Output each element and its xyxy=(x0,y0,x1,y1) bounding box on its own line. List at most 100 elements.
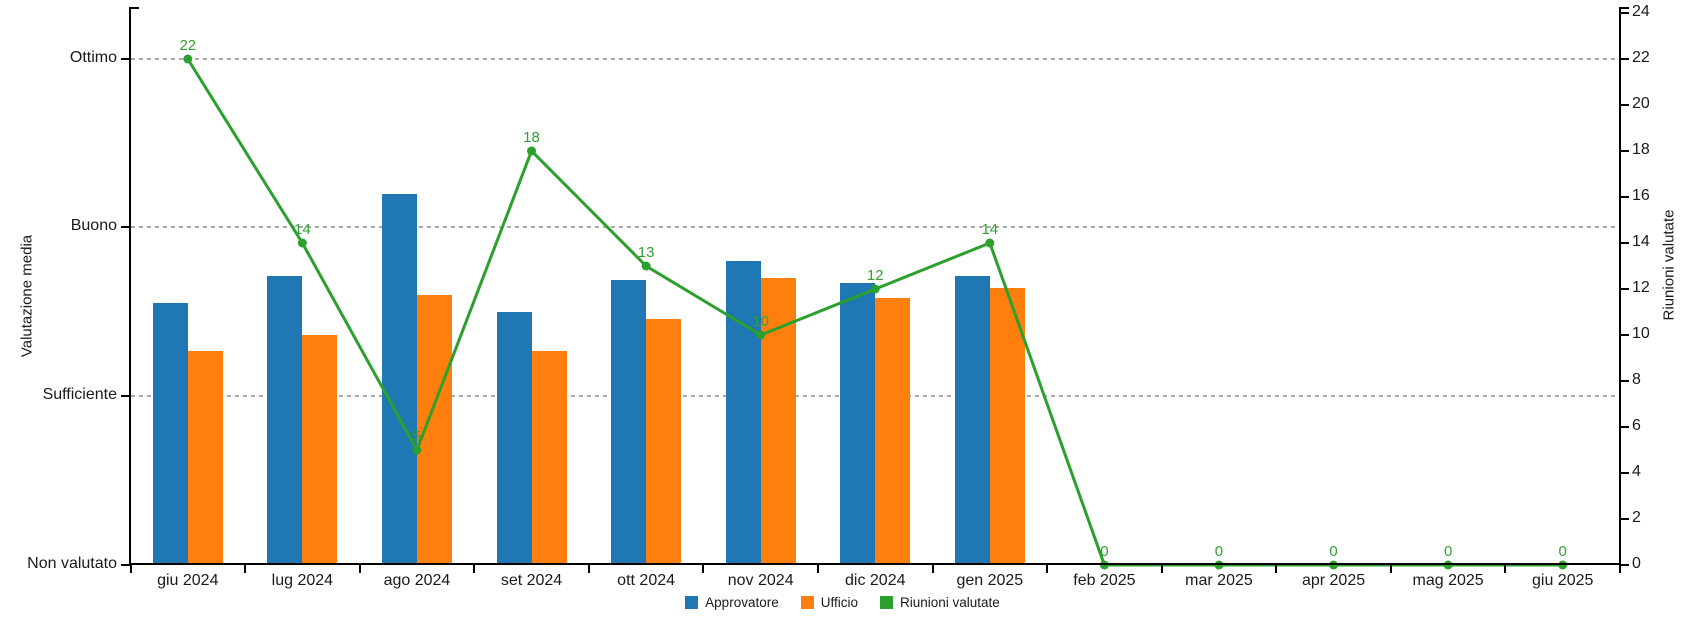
left-axis-line xyxy=(129,7,131,566)
x-axis-category-label: ago 2024 xyxy=(383,572,451,589)
x-axis-category-label: feb 2025 xyxy=(1073,572,1136,589)
line-marker-icon xyxy=(985,238,995,248)
right-axis-tick xyxy=(1621,564,1629,566)
legend-swatch-orange-icon xyxy=(800,596,814,609)
x-axis-tick xyxy=(931,565,934,573)
right-axis-tick xyxy=(1621,426,1629,428)
line-data-label: 18 xyxy=(523,129,540,146)
bar-approvatore xyxy=(381,193,417,565)
x-axis-tick xyxy=(1275,565,1278,573)
line-data-label: 13 xyxy=(637,244,655,261)
x-axis-tick xyxy=(816,565,819,573)
line-data-label: 22 xyxy=(179,37,197,54)
x-axis-category-label: nov 2024 xyxy=(727,572,794,589)
x-axis-tick xyxy=(587,565,590,573)
legend-label: Riunioni valutate xyxy=(899,595,1000,610)
x-axis-category-label: apr 2025 xyxy=(1301,572,1366,589)
x-axis-tick xyxy=(244,565,247,573)
bar-approvatore xyxy=(496,311,532,565)
x-axis-tick xyxy=(1160,565,1163,573)
x-axis-tick xyxy=(129,565,132,573)
right-axis-tick xyxy=(1621,242,1629,244)
left-axis-tick-label: Ottimo xyxy=(69,48,117,66)
x-axis-tick xyxy=(702,565,705,573)
line-data-label: 0 xyxy=(1100,543,1109,560)
legend-item-riunioni-valutate: Riunioni valutate xyxy=(879,595,1000,610)
x-axis-category-label: dic 2024 xyxy=(845,572,906,589)
line-marker-icon xyxy=(527,146,537,156)
left-axis-title: Valutazione media xyxy=(18,234,36,358)
legend-swatch-green-icon xyxy=(879,596,893,609)
legend-item-approvatore: Approvatore xyxy=(685,595,779,610)
bar-approvatore xyxy=(840,283,876,565)
bar-approvatore xyxy=(611,279,647,565)
x-axis-category-label: gen 2025 xyxy=(956,572,1024,589)
bar-ufficio xyxy=(989,288,1025,565)
gridline xyxy=(130,57,1620,60)
x-axis-tick xyxy=(1619,565,1621,573)
x-axis-tick xyxy=(1389,565,1392,573)
right-axis-tick-label: 20 xyxy=(1632,95,1650,112)
right-axis-tick-label: 8 xyxy=(1632,371,1641,388)
bar-ufficio xyxy=(531,350,567,565)
line-data-label: 12 xyxy=(866,267,884,284)
line-data-label: 10 xyxy=(752,313,770,330)
right-axis-tick xyxy=(1621,104,1629,106)
x-axis-category-label: giu 2025 xyxy=(1532,572,1594,589)
right-axis-tick xyxy=(1621,12,1629,14)
x-axis-category-label: set 2024 xyxy=(500,572,563,589)
line-data-label: 0 xyxy=(1443,543,1453,560)
x-axis-tick xyxy=(1046,565,1049,573)
right-axis-top-cap xyxy=(1619,7,1629,9)
left-axis-tick xyxy=(121,226,130,229)
line-marker-icon xyxy=(1099,560,1109,570)
right-axis-tick xyxy=(1621,150,1629,152)
left-axis-tick-label: Non valutato xyxy=(27,555,117,572)
x-axis-tick xyxy=(358,565,361,573)
right-axis-tick-label: 2 xyxy=(1632,509,1641,526)
right-axis-tick-label: 0 xyxy=(1632,555,1641,572)
bar-ufficio xyxy=(187,350,223,565)
x-axis-category-label: giu 2024 xyxy=(157,572,219,589)
bar-approvatore xyxy=(267,276,303,565)
x-axis-category-label: mag 2025 xyxy=(1412,572,1484,589)
line-data-label: 0 xyxy=(1214,543,1224,560)
line-data-label: 14 xyxy=(981,221,999,238)
line-marker-icon xyxy=(641,261,651,271)
right-axis-tick-label: 22 xyxy=(1632,49,1650,66)
legend-label: Approvatore xyxy=(705,595,779,610)
right-axis-tick-label: 24 xyxy=(1632,3,1650,20)
line-marker-icon xyxy=(1558,560,1568,570)
left-axis-top-cap xyxy=(129,7,139,9)
bar-approvatore xyxy=(954,276,990,565)
right-axis-tick-label: 18 xyxy=(1632,141,1650,158)
line-marker-icon xyxy=(1329,560,1339,570)
legend-swatch-blue-icon xyxy=(685,596,699,609)
x-axis-line xyxy=(129,563,1621,565)
legend: Approvatore Ufficio Riunioni valutate xyxy=(0,595,1685,610)
line-data-label: 14 xyxy=(294,221,311,238)
legend-label: Ufficio xyxy=(820,595,858,610)
bar-approvatore xyxy=(725,261,761,565)
left-axis-tick-label: Sufficiente xyxy=(42,386,117,404)
bar-ufficio xyxy=(416,294,452,565)
x-axis-category-label: ott 2024 xyxy=(617,572,676,589)
gridline xyxy=(130,226,1620,229)
left-axis-tick xyxy=(121,564,130,566)
right-axis-tick-label: 10 xyxy=(1632,325,1650,342)
line-data-label: 0 xyxy=(1329,543,1338,560)
right-axis-title: Riunioni valutate xyxy=(1660,209,1678,321)
right-axis-tick xyxy=(1621,196,1629,198)
legend-item-ufficio: Ufficio xyxy=(800,595,858,610)
right-axis-tick xyxy=(1621,288,1629,290)
left-axis-tick xyxy=(121,395,130,398)
x-axis-category-label: mar 2025 xyxy=(1185,572,1253,589)
right-axis-tick-label: 16 xyxy=(1632,187,1650,204)
left-axis-tick-label: Buono xyxy=(70,217,117,235)
right-axis-line xyxy=(1619,7,1621,566)
line-data-label: 0 xyxy=(1558,543,1567,560)
right-axis-tick xyxy=(1621,472,1629,474)
right-axis-tick xyxy=(1621,518,1629,520)
bar-ufficio xyxy=(646,318,682,565)
